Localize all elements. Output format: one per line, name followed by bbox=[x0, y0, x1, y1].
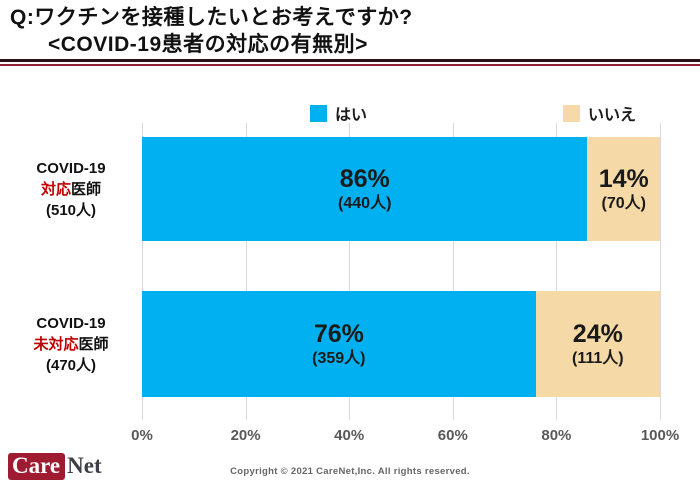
category-label-count: (510人) bbox=[45, 201, 97, 219]
legend-swatch-no bbox=[563, 104, 580, 122]
carenet-logo-net: Net bbox=[67, 453, 102, 478]
category-label-highlight: 未対応 bbox=[33, 335, 79, 353]
category-label-line2: 対応医師 bbox=[40, 180, 102, 198]
bar-segment-yes: 76% (359人) bbox=[142, 291, 536, 397]
segment-count: (440人) bbox=[338, 194, 392, 212]
question-title: Q:ワクチンを接種したいとお考えですか? <COVID-19患者の対応の有無別> bbox=[10, 4, 413, 58]
gridline bbox=[660, 123, 661, 420]
question-title-line2: <COVID-19患者の対応の有無別> bbox=[48, 33, 368, 56]
category-label: COVID-19 対応医師 (510人) bbox=[0, 137, 142, 241]
segment-count: (70人) bbox=[601, 194, 646, 212]
gridline bbox=[142, 123, 143, 420]
bar-row: COVID-19 対応医師 (510人) 86% (440人) 14% (70人) bbox=[0, 137, 660, 241]
title-divider-thin-line bbox=[0, 64, 700, 66]
title-divider-thick-line bbox=[0, 59, 700, 62]
segment-percent: 86% bbox=[339, 164, 390, 193]
carenet-logo-care: Care bbox=[8, 453, 66, 480]
segment-percent: 76% bbox=[313, 319, 364, 348]
gridline bbox=[349, 123, 351, 420]
segment-count: (111人) bbox=[572, 349, 624, 367]
category-label: COVID-19 未対応医師 (470人) bbox=[0, 291, 142, 397]
bar-track: 86% (440人) 14% (70人) bbox=[142, 137, 660, 241]
bar-segment-no: 14% (70人) bbox=[587, 137, 660, 241]
legend-label-no: いいえ bbox=[588, 107, 637, 124]
category-label-highlight: 対応 bbox=[40, 180, 71, 198]
bar-segment-yes: 86% (440人) bbox=[142, 137, 588, 241]
category-label-count: (470人) bbox=[45, 356, 97, 374]
legend-label-yes: はい bbox=[335, 107, 368, 124]
legend-item-no: いいえ bbox=[563, 101, 636, 125]
segment-count: (359人) bbox=[312, 349, 366, 367]
segment-percent: 14% bbox=[598, 164, 649, 193]
category-label-line1: COVID-19 bbox=[36, 159, 106, 177]
category-label-line1: COVID-19 bbox=[36, 314, 106, 332]
gridline bbox=[556, 123, 558, 420]
plot-area bbox=[142, 123, 661, 420]
gridline bbox=[245, 123, 247, 420]
legend-swatch-yes bbox=[310, 104, 327, 122]
bar-track: 76% (359人) 24% (111人) bbox=[142, 291, 660, 397]
segment-percent: 24% bbox=[572, 319, 623, 348]
bar-segment-no: 24% (111人) bbox=[535, 291, 660, 397]
gridline bbox=[452, 123, 454, 420]
carenet-logo: Care Net bbox=[8, 452, 102, 480]
legend-item-yes: はい bbox=[310, 101, 367, 125]
copyright: Copyright © 2021 CareNet,Inc. All rights… bbox=[230, 466, 470, 477]
title-divider bbox=[0, 59, 700, 66]
bar-row: COVID-19 未対応医師 (470人) 76% (359人) 24% (111人) bbox=[0, 291, 660, 397]
category-label-line2: 未対応医師 bbox=[33, 335, 109, 353]
question-title-line1: Q:ワクチンを接種したいとお考えですか? bbox=[10, 6, 413, 29]
